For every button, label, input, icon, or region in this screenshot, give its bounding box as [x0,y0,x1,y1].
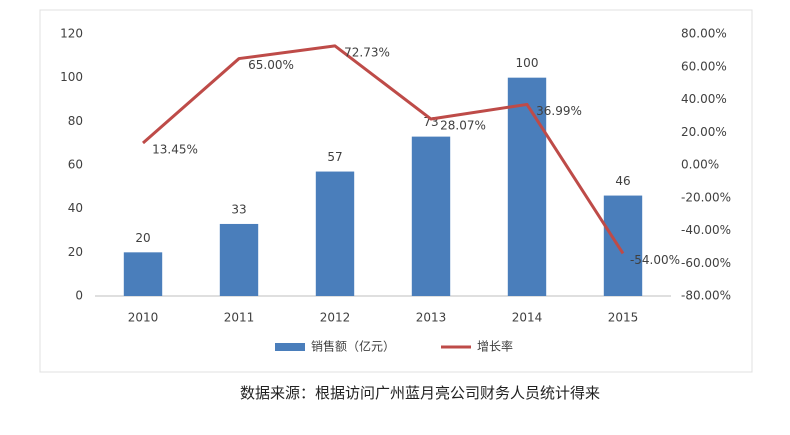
line-value-label: -54.00% [630,253,680,267]
y-tick-label: 0 [75,289,83,303]
y-tick-label: 120 [60,27,83,41]
line-value-label: 28.07% [440,119,486,133]
line-value-label: 65.00% [248,58,294,72]
y2-tick-label: -40.00% [681,223,731,237]
y-tick-label: 20 [68,245,83,259]
y2-tick-label: 60.00% [681,59,727,73]
y2-tick-label: -80.00% [681,289,731,303]
y2-tick-label: 80.00% [681,27,727,41]
y-tick-label: 40 [68,201,83,215]
line [142,44,625,255]
line-value-label: 13.45% [152,142,198,156]
legend-label: 增长率 [477,339,513,354]
y2-tick-label: -20.00% [681,190,731,204]
bar [219,223,259,296]
x-tick-label: 2014 [512,311,543,325]
x-tick-label: 2010 [128,311,159,325]
line-value-label: 72.73% [344,45,390,59]
y-tick-label: 80 [68,114,83,128]
chart-frame [39,9,753,373]
bar [315,171,355,296]
bar-value-label: 33 [231,202,246,216]
x-tick-label: 2011 [224,311,255,325]
y-tick-label: 100 [60,70,83,84]
y-tick-label: 60 [68,158,83,172]
line-value-label: 36.99% [536,104,582,118]
bar-value-label: 100 [516,56,539,70]
bar-value-label: 20 [135,231,150,245]
bar [411,136,451,296]
bar [123,252,163,296]
y2-tick-label: -60.00% [681,256,731,270]
caption: 数据来源：根据访问广州蓝月亮公司财务人员统计得来 [240,384,600,402]
bar-value-label: 46 [615,174,630,188]
bar-value-label: 57 [327,150,342,164]
bar [603,195,643,296]
legend-swatch [275,343,305,351]
y2-tick-label: 40.00% [681,92,727,106]
x-tick-label: 2013 [416,311,447,325]
x-tick-label: 2015 [608,311,639,325]
legend-label: 销售额（亿元） [311,339,395,354]
bar [507,77,547,297]
x-tick-label: 2012 [320,311,351,325]
y2-tick-label: 0.00% [681,158,719,172]
y2-tick-label: 20.00% [681,125,727,139]
